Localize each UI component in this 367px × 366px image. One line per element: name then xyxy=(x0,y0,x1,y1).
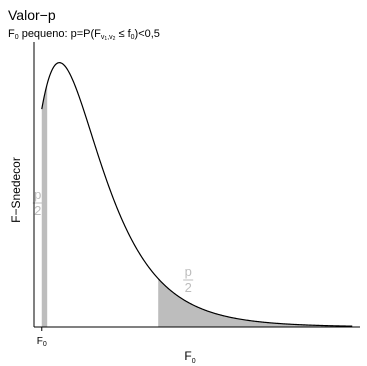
x-axis-label: F0 xyxy=(184,349,195,365)
shaded-region-1 xyxy=(41,83,48,328)
shaded-regions xyxy=(41,83,353,328)
subtitle-sub-2: 2 xyxy=(113,36,116,42)
x-axis-label-sub: 0 xyxy=(192,358,196,365)
subtitle-text2: ≤ f xyxy=(115,28,131,40)
y-axis-label: F−Snedecor xyxy=(9,157,23,223)
density-curve xyxy=(41,62,353,327)
subtitle-prefix-sub: 0 xyxy=(15,34,19,41)
subtitle-text3: )<0,5 xyxy=(135,28,160,40)
subtitle-prefix: F xyxy=(8,28,15,40)
subtitle-sub-v: v xyxy=(101,34,105,41)
chart-title: Valor−p xyxy=(8,7,56,23)
x-axis-label-main: F xyxy=(184,349,191,363)
region-label-numerator: p xyxy=(34,187,41,202)
region-label-2: p2 xyxy=(183,264,194,295)
subtitle-f-sub: 0 xyxy=(131,34,135,41)
region-label-numerator: p xyxy=(185,264,192,279)
region-label-denominator: 2 xyxy=(185,280,192,295)
x-axis-ticks: F0 xyxy=(37,327,47,348)
chart-subtitle: F0 pequeno: p=P(Fv1,v2 ≤ f0)<0,5 xyxy=(8,28,160,42)
x-tick-label-1: F0 xyxy=(37,336,47,348)
region-label-denominator: 2 xyxy=(34,203,41,218)
subtitle-sub-sep: ,v xyxy=(107,34,113,41)
shaded-region-2 xyxy=(158,278,353,327)
subtitle-sub-1: 1 xyxy=(104,36,107,42)
subtitle-text1: pequeno: p=P(F xyxy=(19,28,102,40)
